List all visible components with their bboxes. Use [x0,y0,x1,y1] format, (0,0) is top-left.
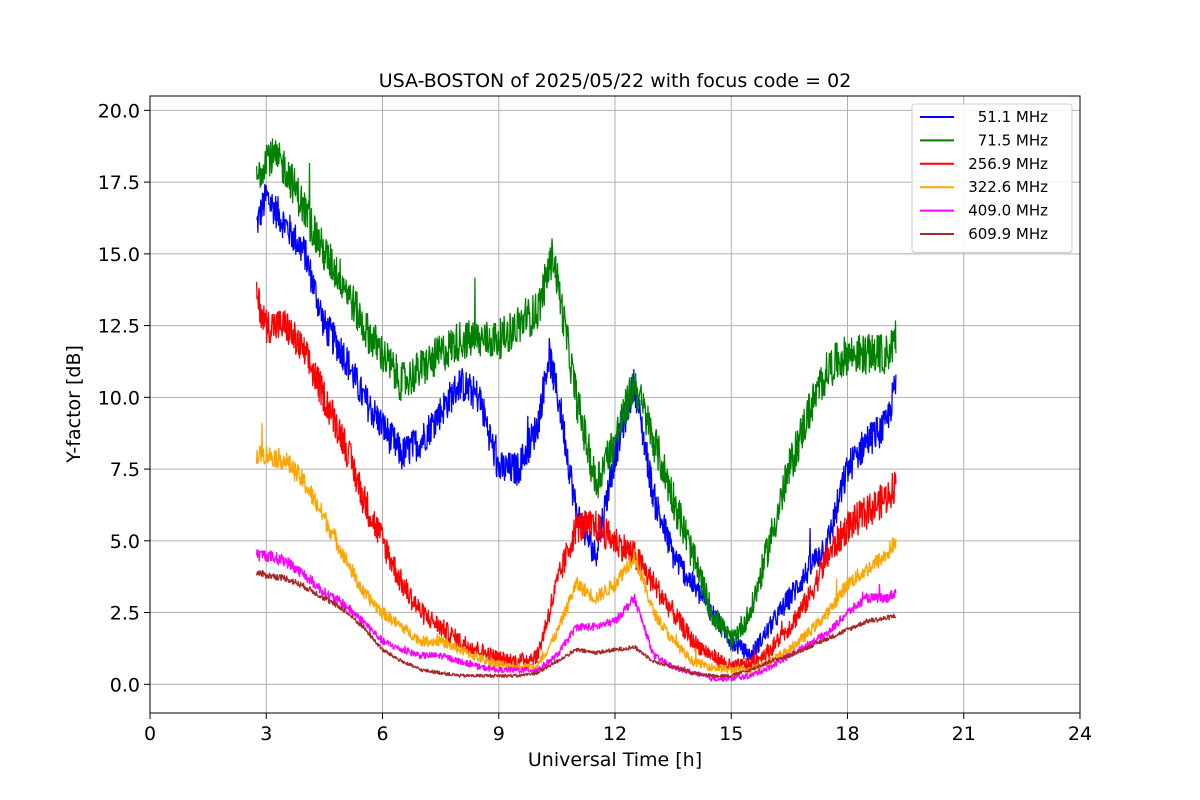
x-tick-label: 18 [835,723,859,745]
series-line [255,570,897,678]
legend-label: 71.5 MHz [978,131,1048,149]
x-tick-label: 3 [260,723,272,745]
x-axis-label: Universal Time [h] [528,749,702,771]
x-tick-label: 9 [493,723,505,745]
x-tick-label: 24 [1068,723,1092,745]
y-axis: 0.0 2.5 5.0 7.5 10.0 12.5 15.0 17.5 20.0 [98,100,150,696]
legend-label: 409.0 MHz [968,202,1048,220]
x-tick-label: 21 [952,723,976,745]
y-tick-label: 10.0 [98,387,140,409]
y-tick-label: 17.5 [98,172,140,194]
x-tick-label: 12 [603,723,627,745]
series-line [256,183,897,662]
y-tick-label: 7.5 [110,459,140,481]
chart-title: USA-BOSTON of 2025/05/22 with focus code… [379,70,852,92]
y-axis-label: Y-factor [dB] [63,345,85,464]
legend-label: 609.9 MHz [968,225,1048,243]
x-tick-label: 6 [376,723,388,745]
legend-label: 256.9 MHz [968,155,1048,173]
legend-label: 51.1 MHz [978,108,1048,126]
x-tick-label: 15 [719,723,743,745]
x-tick-label: 0 [144,723,156,745]
series-line [255,422,897,675]
y-tick-label: 2.5 [110,603,140,625]
y-tick-label: 20.0 [98,100,140,122]
legend-label: 322.6 MHz [968,178,1048,196]
series-line [255,281,897,673]
plot-area [149,95,1081,714]
legend: 51.1 MHz 71.5 MHz 256.9 MHz 322.6 MHz 409.0 … [911,103,1073,253]
y-tick-label: 15.0 [98,244,140,266]
y-tick-label: 5.0 [110,531,140,553]
series-line [255,138,897,651]
series-group [255,138,897,682]
y-tick-label: 0.0 [110,674,140,696]
y-tick-label: 12.5 [98,316,140,338]
x-axis: 0 3 6 9 12 15 18 21 24 [144,713,1092,745]
